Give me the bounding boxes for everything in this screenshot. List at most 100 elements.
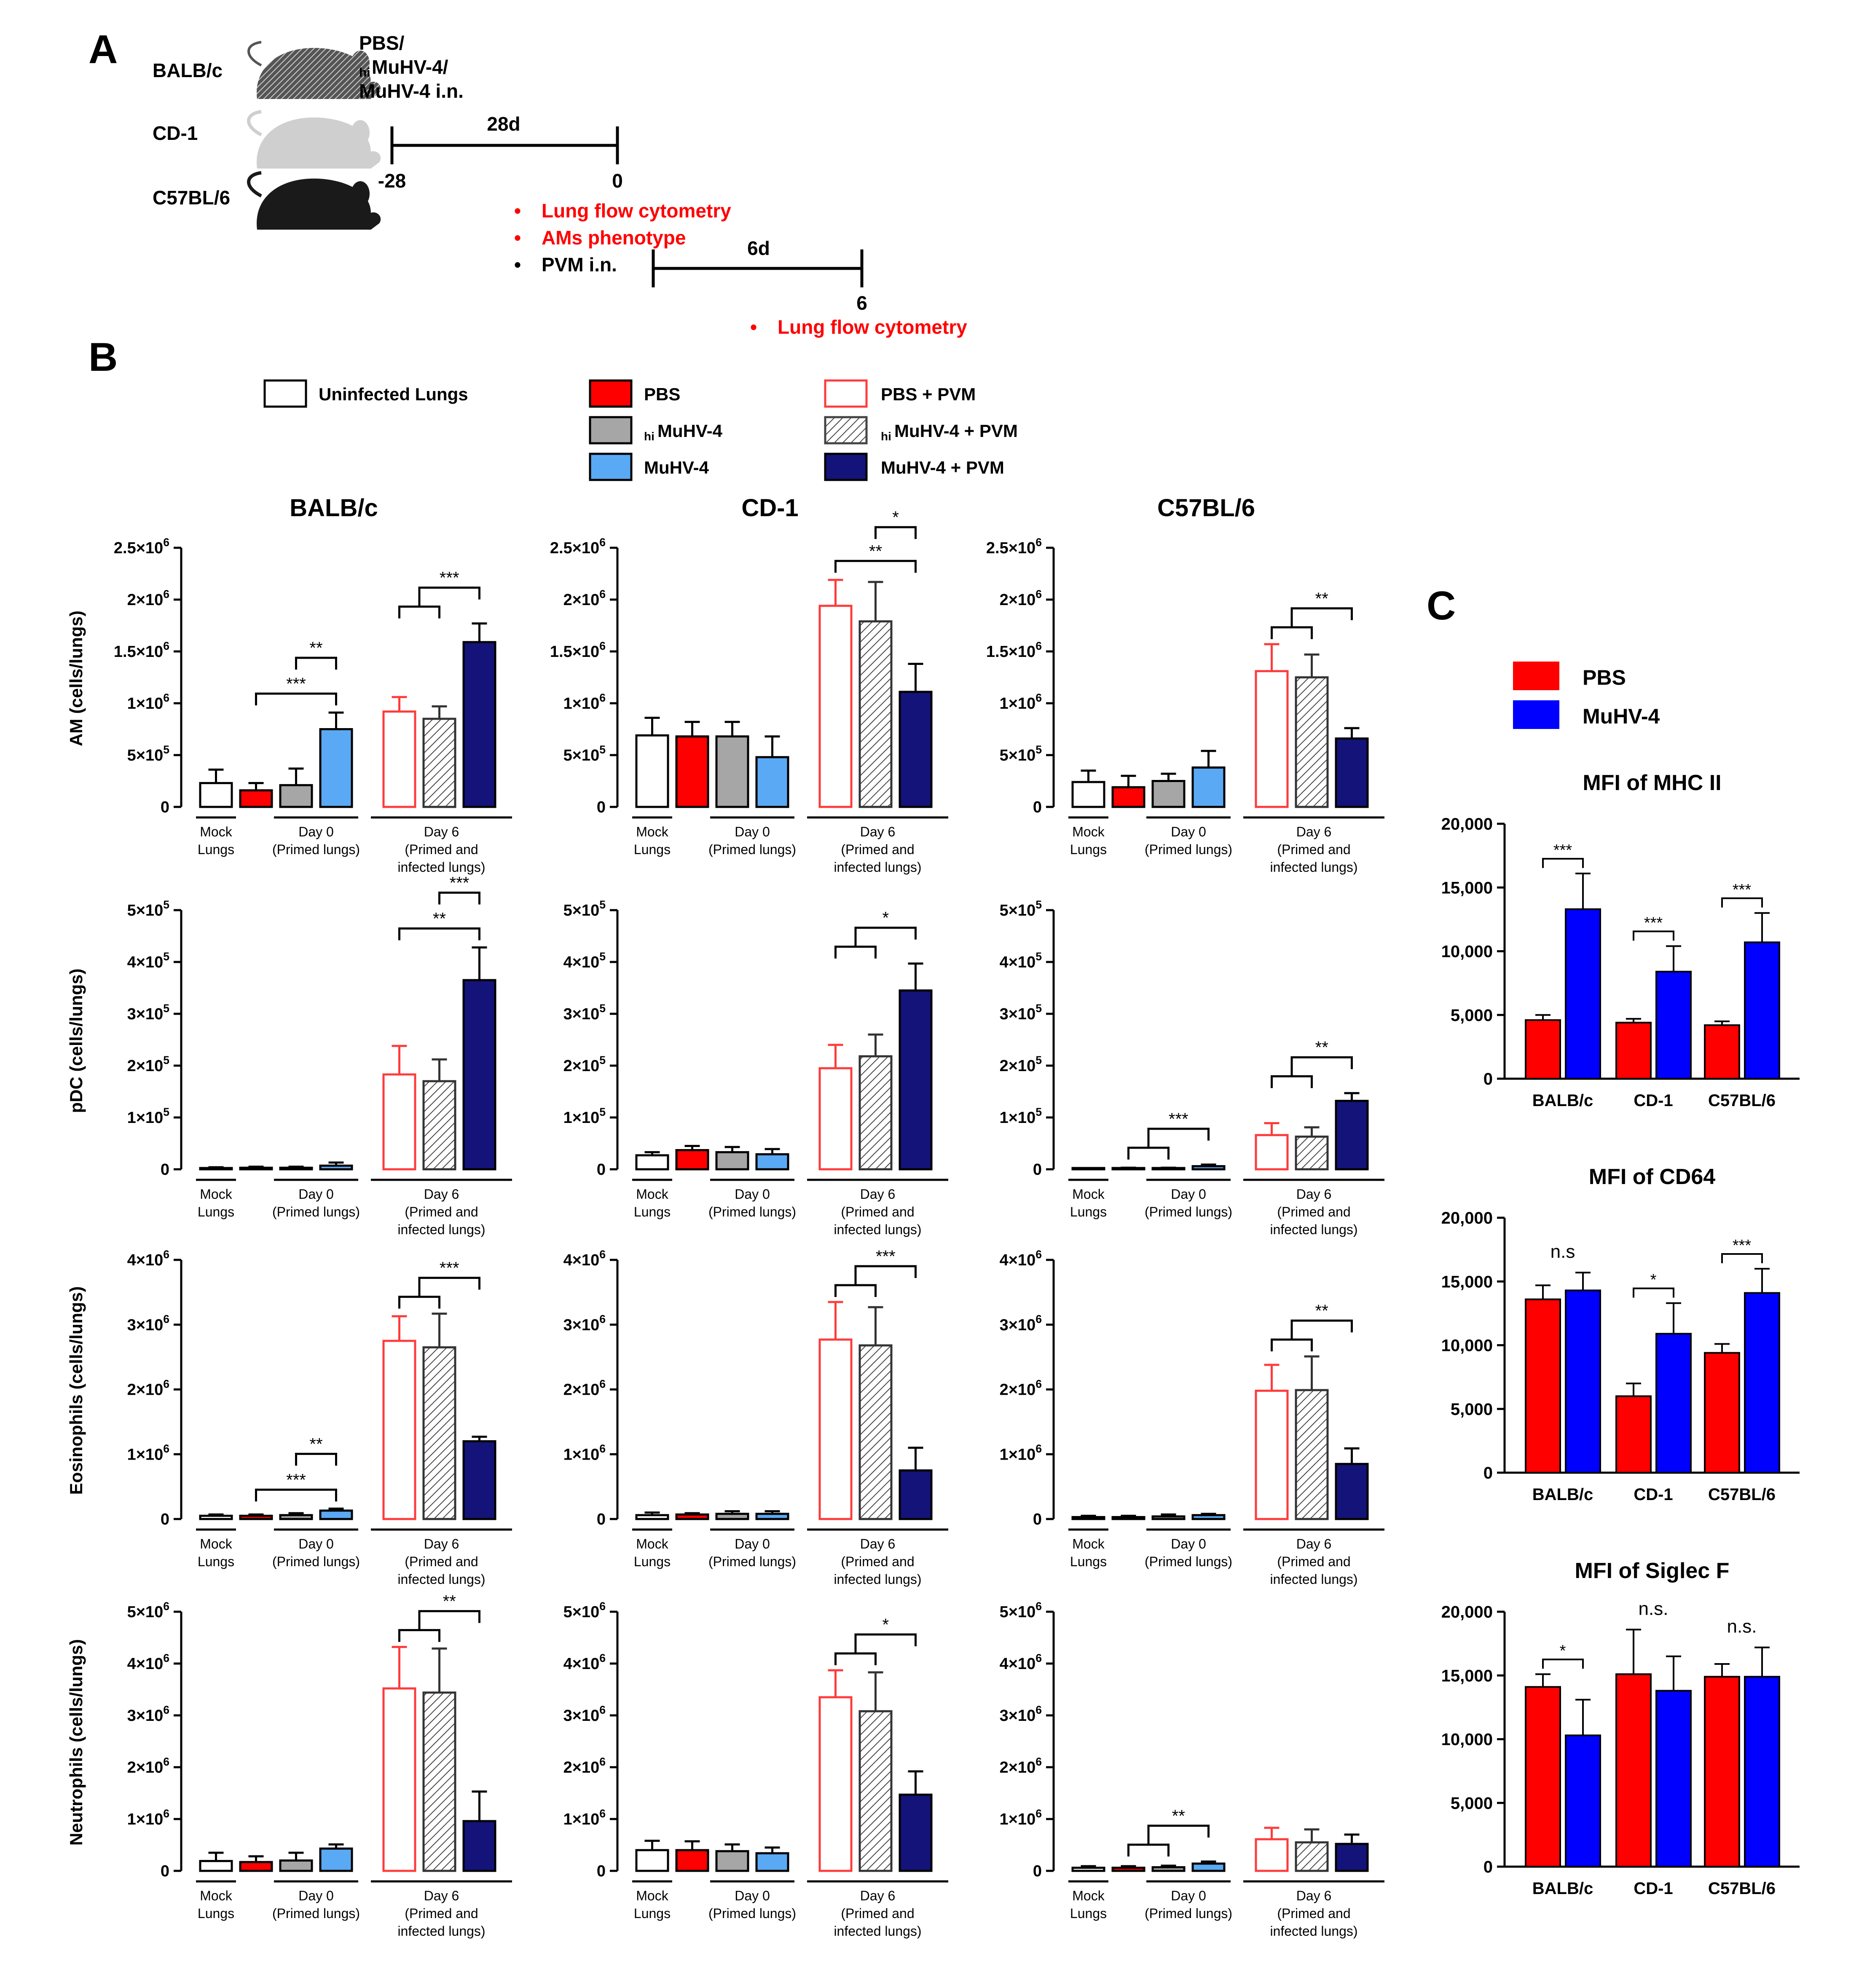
bar: [715, 735, 749, 808]
y-tick-label: 0: [597, 1862, 606, 1880]
treatment-line3: MuHV-4 i.n.: [359, 80, 464, 102]
x-group-label: Lungs: [634, 1906, 671, 1921]
bullet-list: • Lung flow cytometry • AMs phenotype • …: [514, 200, 731, 276]
bar: [1295, 1841, 1329, 1872]
bar: [239, 1514, 273, 1520]
sig-bracket: [398, 606, 440, 619]
y-tick-label: 1×106: [127, 691, 169, 713]
bar: [1615, 1395, 1652, 1474]
row-label-neutrophils: Neutrophils (cells/lungs): [66, 1639, 86, 1846]
x-group-label: (Primed and: [405, 1906, 478, 1921]
bar: [199, 782, 233, 808]
y-tick-label: 1×105: [563, 1106, 606, 1127]
sig-bracket: [1271, 1338, 1313, 1352]
x-group-label: infected lungs): [1270, 1924, 1357, 1939]
y-tick-label: 5×106: [563, 1600, 606, 1621]
y-tick-label: 10,000: [1441, 1337, 1493, 1355]
y-tick-label: 20,000: [1441, 1209, 1493, 1227]
timeline-2-duration: 6d: [747, 237, 770, 259]
y-tick-label: 5×105: [1000, 898, 1042, 919]
bar: [382, 1073, 416, 1171]
bar: [199, 1860, 233, 1872]
bullet-lung-flow-day6: Lung flow cytometry: [778, 316, 967, 338]
sig-label: ***: [1733, 881, 1752, 899]
x-group-label: Day 0: [298, 1888, 334, 1903]
sig-bracket: [1721, 1253, 1763, 1263]
y-tick-label: 0: [161, 1161, 169, 1179]
bar: [635, 1849, 669, 1872]
bar: [319, 728, 353, 808]
x-group-label: (Primed and: [1277, 1906, 1350, 1921]
y-tick-label: 0: [1483, 1464, 1493, 1482]
x-group-label: Mock: [200, 1536, 232, 1551]
x-group-label: Lungs: [634, 1204, 671, 1219]
y-tick-label: 0: [1033, 798, 1042, 816]
row-label-pdc: pDC (cells/lungs): [66, 968, 86, 1113]
legend-label-muhv: MuHV-4: [644, 458, 709, 477]
y-tick-label: 2×106: [563, 588, 606, 609]
y-tick-label: 0: [597, 1161, 606, 1179]
timeline-1-end: 0: [612, 170, 623, 192]
y-tick-label: 3×106: [1000, 1704, 1042, 1725]
y-tick-label: 4×105: [1000, 950, 1042, 971]
y-tick-label: 1×106: [1000, 691, 1042, 713]
sig-bracket: [255, 1488, 337, 1502]
x-tick-label: C57BL/6: [1708, 1091, 1776, 1110]
row-label-eosinophils: Eosinophils (cells/lungs): [66, 1286, 86, 1495]
bar: [1565, 908, 1601, 1080]
y-tick-label: 3×106: [563, 1313, 606, 1334]
bullet-dot: •: [514, 254, 521, 276]
chart-pdc-cd1: 0 1×105 2×105 3×105 4×105 5×105 Mock Lungs Day 0…: [563, 898, 948, 1237]
sig-bracket: [854, 1633, 917, 1653]
sig-label: ***: [1733, 1237, 1752, 1254]
chart-mfi-cd64: MFI of CD64 0 5,000 10,000 15,000 20,000 BALB/…: [1441, 1165, 1800, 1504]
panel-c-charts: MFI of MHC II 0 5,000 10,000 15,000 20,000 BAL…: [1441, 771, 1800, 1898]
y-tick-label: 4×106: [127, 1248, 169, 1269]
y-tick-label: 5,000: [1451, 1400, 1493, 1419]
timeline-1-start: -28: [378, 170, 406, 192]
x-group-label: Day 6: [1296, 1888, 1332, 1903]
sig-label: ***: [876, 1247, 896, 1266]
y-tick-label: 3×105: [1000, 1002, 1042, 1023]
chart-mfi-mhc: MFI of MHC II 0 5,000 10,000 15,000 20,000 BAL…: [1441, 771, 1800, 1110]
bar: [1255, 1838, 1289, 1872]
x-group-label: Mock: [200, 1187, 232, 1202]
y-tick-label: 20,000: [1441, 815, 1493, 833]
bar: [1704, 1352, 1740, 1474]
bar: [675, 1513, 709, 1520]
bar: [1151, 1167, 1186, 1171]
y-tick-label: 5×106: [127, 1600, 169, 1621]
bar: [899, 691, 933, 808]
bar: [818, 1338, 853, 1520]
bar: [1191, 1862, 1226, 1872]
bar: [858, 1055, 893, 1171]
x-group-label: (Primed and: [405, 1204, 478, 1219]
y-tick-label: 0: [161, 1511, 169, 1528]
y-tick-label: 3×105: [127, 1002, 170, 1023]
y-tick-label: 2×106: [1000, 588, 1042, 609]
sig-label: ***: [1553, 841, 1572, 859]
sig-label: **: [433, 910, 446, 928]
strain-label-balbc: BALB/c: [153, 59, 223, 81]
y-tick-label: 15,000: [1441, 1666, 1493, 1685]
y-tick-label: 0: [1033, 1862, 1042, 1880]
legend-b: Uninfected Lungs PBS hi MuHV-4 MuHV-4 PB…: [263, 379, 1018, 481]
y-tick-label: 2×105: [127, 1054, 170, 1075]
x-group-label: Day 6: [860, 1536, 896, 1551]
bullet-am-phenotype: AMs phenotype: [542, 227, 686, 249]
y-tick-label: 0: [1483, 1858, 1493, 1876]
x-group-label: Day 0: [735, 1536, 770, 1551]
sig-bracket: [295, 656, 337, 670]
sig-bracket: [1721, 897, 1763, 908]
bar: [1111, 1167, 1145, 1171]
sig-bracket: [1147, 1128, 1210, 1148]
y-tick-label: 5×105: [1000, 743, 1042, 764]
sig-label: **: [309, 1435, 322, 1453]
y-tick-label: 20,000: [1441, 1603, 1493, 1621]
sig-bracket: [1542, 857, 1584, 868]
y-tick-label: 1×106: [127, 1442, 169, 1463]
chart-eos-balbc: 0 1×106 2×106 3×106 4×106 Mock Lungs Day 0 (Prim…: [127, 1248, 512, 1587]
x-group-label: (Primed and: [405, 1554, 478, 1569]
x-group-label: (Primed lungs): [1145, 1554, 1232, 1569]
x-group-label: (Primed lungs): [1145, 1204, 1232, 1219]
